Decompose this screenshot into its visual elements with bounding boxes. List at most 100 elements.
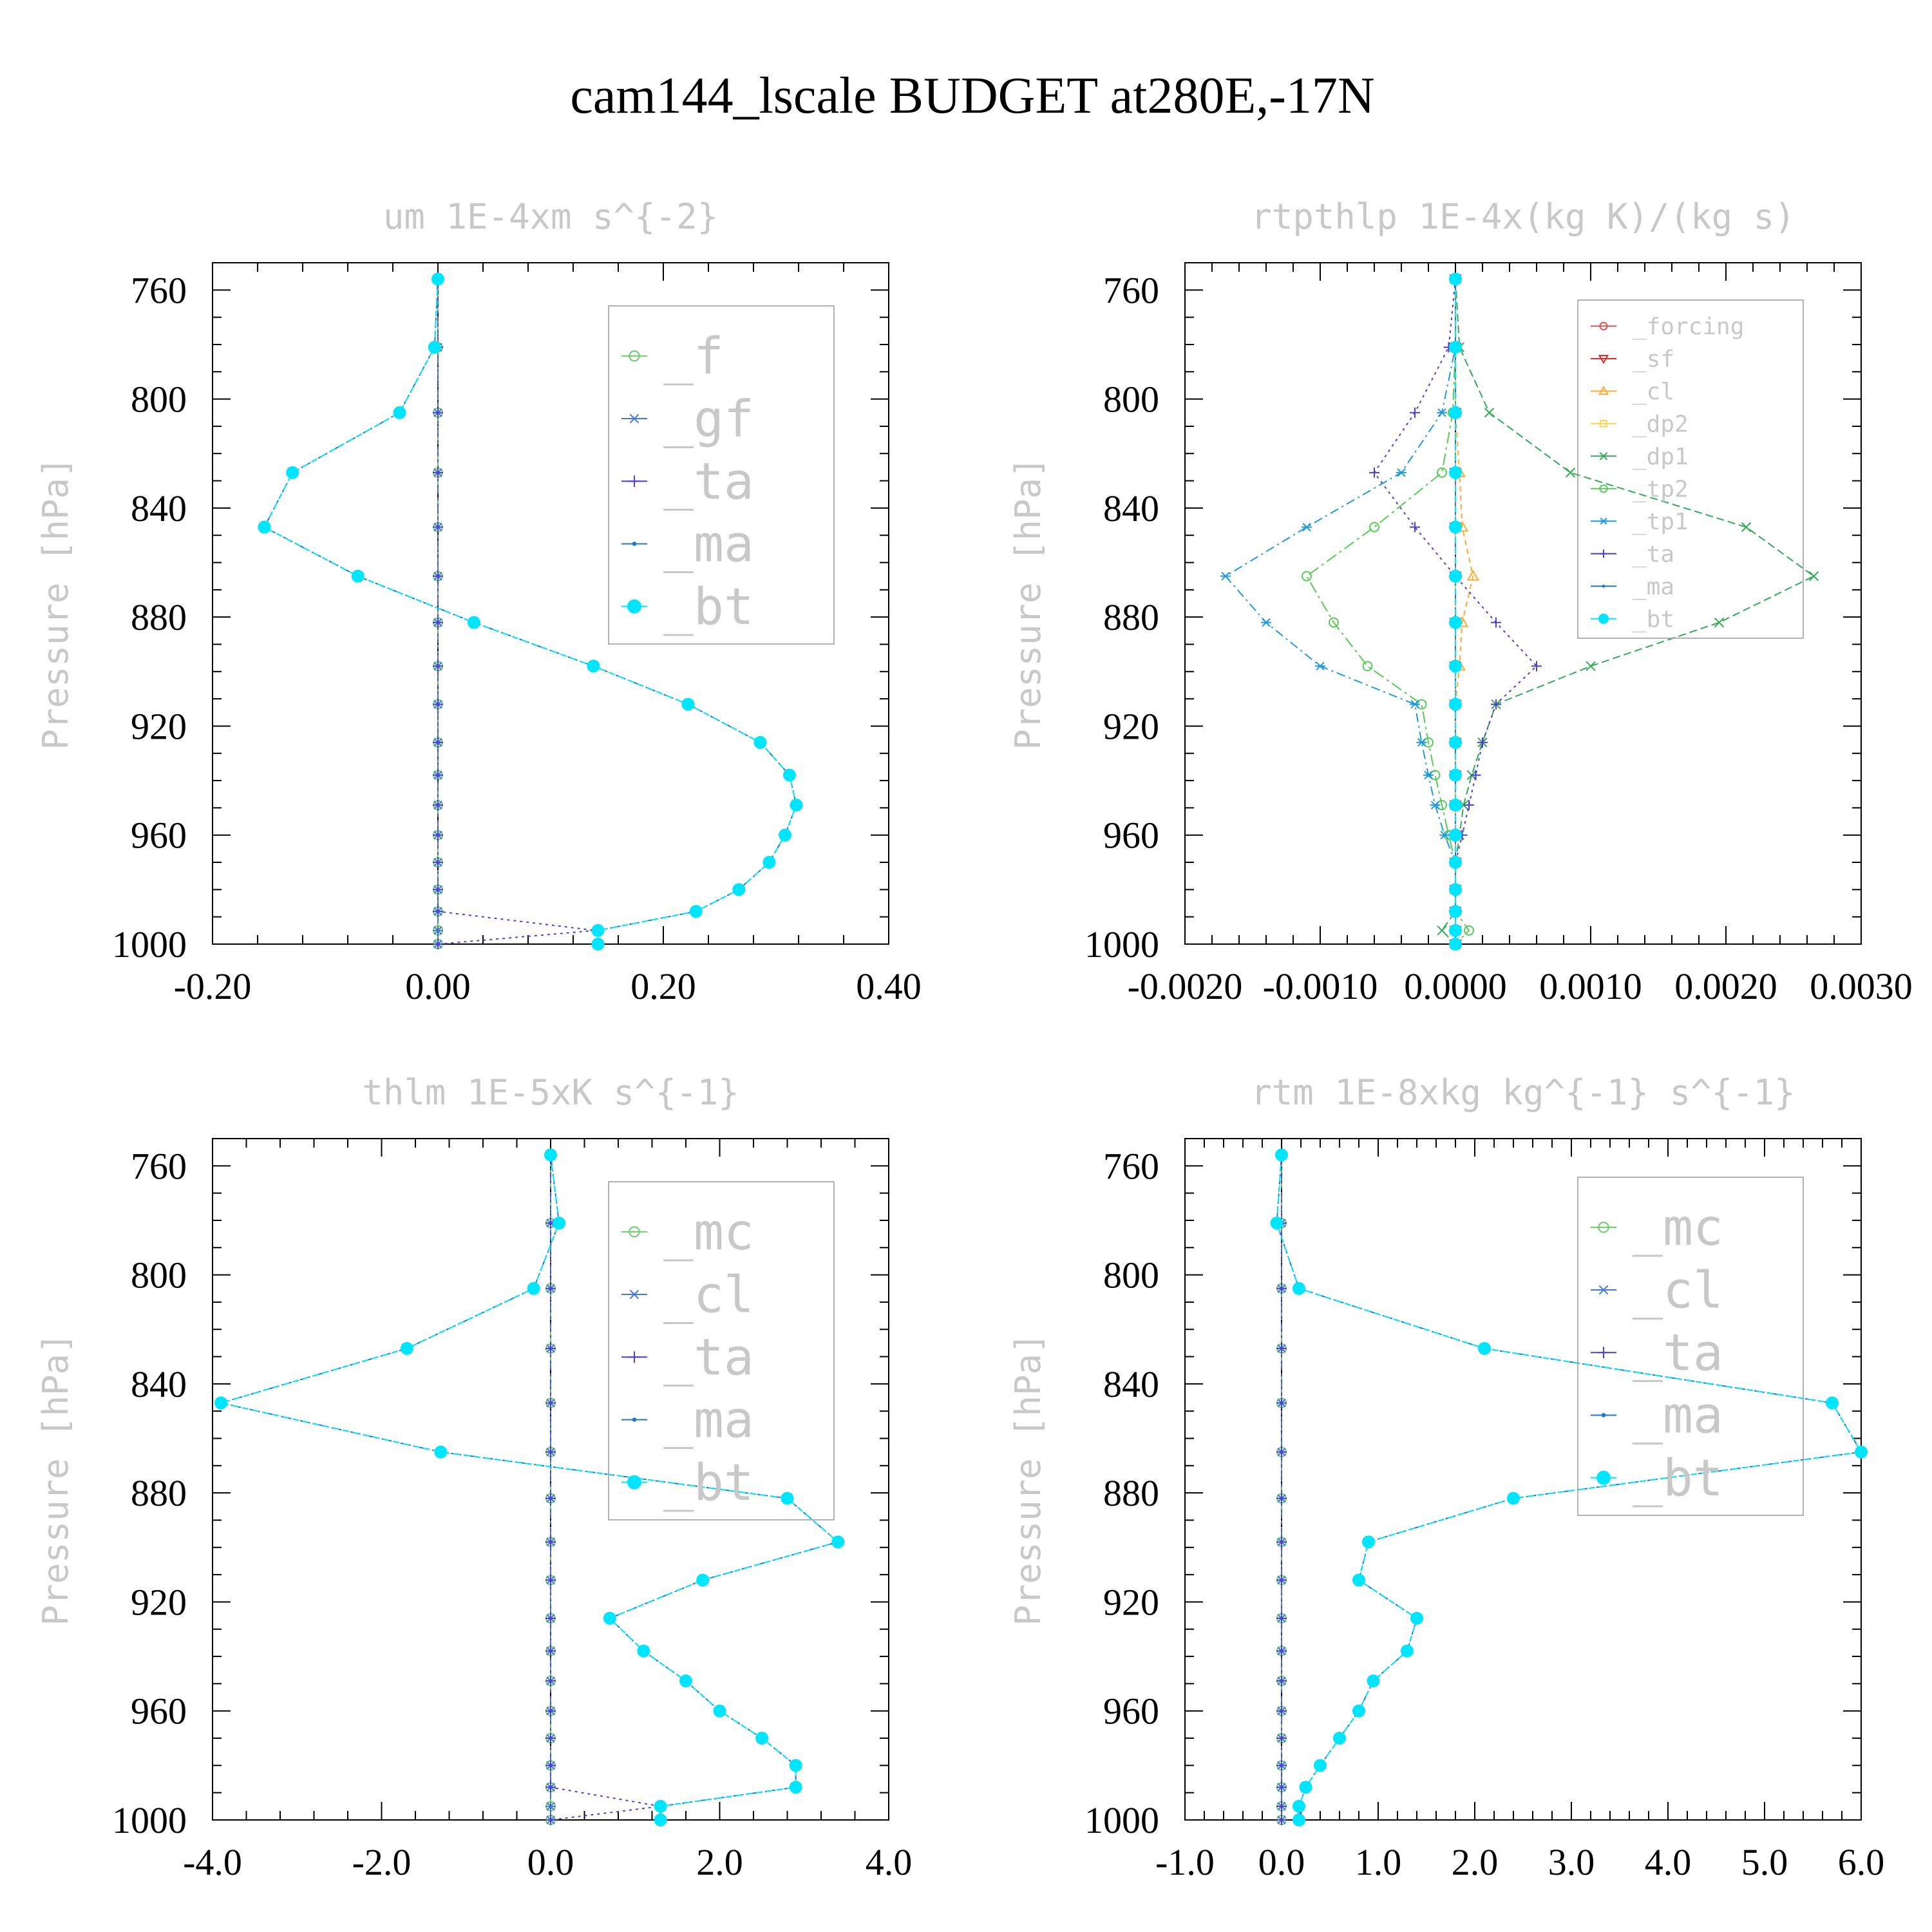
legend-label: _sf [1633, 346, 1674, 372]
data-point-tp1 [1430, 800, 1441, 810]
legend-marker-ma [632, 542, 637, 546]
series-line-bt [263, 279, 797, 944]
data-point-ta [1276, 1760, 1287, 1771]
legend-label: _bt [663, 1454, 754, 1512]
x-tick-label: 6.0 [1838, 1841, 1885, 1883]
data-point-bt [1352, 1573, 1365, 1587]
legend-marker-sf [1598, 355, 1609, 365]
data-point-bt [1333, 1732, 1346, 1745]
legend-box [1577, 1177, 1804, 1516]
legend-box [608, 1181, 835, 1520]
legend-marker-cl [1598, 385, 1609, 395]
y-tick-label: 840 [131, 488, 187, 529]
panel-3: thlm 1E-5xK s^{-1} Pressure [hPa] 760 800 84… [35, 1072, 912, 1883]
y-tick-label: 1000 [1084, 1799, 1159, 1841]
legend-marker-ta [1598, 1347, 1609, 1359]
data-point-bt [1293, 1814, 1305, 1826]
legend-marker-cl [1598, 1285, 1609, 1295]
data-point-tp1 [1439, 831, 1450, 840]
data-point-bt [1449, 735, 1462, 749]
data-point-ta [1470, 770, 1481, 781]
data-point-ta [545, 1733, 556, 1744]
plot-frame [1184, 262, 1862, 945]
y-tick-label: 1000 [112, 1799, 187, 1841]
y-tick-label: 960 [1103, 815, 1159, 857]
data-point-bt [1507, 1492, 1520, 1505]
data-point-bt [553, 1217, 566, 1230]
data-point-bt [544, 1148, 557, 1162]
data-point-tp2 [1464, 925, 1474, 936]
data-point-dp1 [1808, 571, 1819, 582]
legend-marker-dp1 [1599, 452, 1608, 460]
data-point-ta [545, 1283, 556, 1294]
data-point-bt [1293, 1282, 1305, 1295]
y-axis-label: Pressure [hPa] [35, 457, 76, 750]
data-point-bt [1314, 1759, 1327, 1772]
plot-frame [212, 262, 889, 945]
x-tick-label: 2.0 [696, 1841, 743, 1883]
data-point-tp1 [1396, 468, 1406, 477]
x-tick-label: 4.0 [1645, 1841, 1692, 1883]
data-point-ta [545, 1676, 556, 1687]
panel-1: um 1E-4xm s^{-2} Pressure [hPa] 760 800 840 8… [35, 196, 922, 1007]
data-point-bt [431, 272, 444, 286]
data-point-bt [696, 1573, 710, 1587]
data-point-bt [753, 735, 767, 749]
data-point-ta [545, 1705, 556, 1716]
data-point-bt [1449, 659, 1462, 673]
data-point-bt [434, 1445, 448, 1459]
data-point-bt [393, 406, 406, 419]
legend-label: _ma [663, 1392, 754, 1450]
data-point-ta [433, 571, 443, 582]
data-point-tp1 [1220, 571, 1231, 581]
data-point-dp1 [1586, 661, 1596, 672]
data-point-bt [1449, 923, 1462, 937]
panel-title: thlm 1E-5xK s^{-1} [362, 1072, 739, 1113]
data-point-bt [1449, 883, 1462, 896]
data-point-cl [1466, 569, 1480, 581]
data-point-ta [545, 1446, 556, 1457]
y-tick-label: 760 [1103, 1145, 1159, 1187]
data-point-bt [713, 1704, 726, 1718]
data-point-bt [1352, 1704, 1365, 1718]
data-point-ta [1477, 737, 1488, 748]
data-point-bt [1449, 828, 1462, 842]
data-point-dp1 [1714, 617, 1725, 628]
figure-title: cam144_lscale BUDGET at280E,-17N [570, 68, 1374, 124]
data-point-dp1 [1484, 408, 1495, 418]
data-point-bt [258, 520, 271, 534]
data-point-bt [637, 1644, 650, 1658]
y-tick-label: 840 [1103, 488, 1159, 529]
data-point-ta [433, 467, 443, 478]
data-point-bt [1299, 1781, 1312, 1794]
panel-4: rtm 1E-8xkg kg^{-1} s^{-1} Pressure [hPa]… [1008, 1072, 1884, 1883]
y-tick-label: 920 [1103, 1581, 1159, 1623]
y-axis-label: Pressure [hPa] [1008, 1332, 1048, 1625]
data-point-ta [433, 770, 443, 781]
y-tick-label: 800 [131, 1255, 187, 1296]
data-point-bt [679, 1674, 692, 1688]
data-point-ta [1276, 1801, 1287, 1812]
legend-marker-forcing [1599, 321, 1608, 330]
data-point-bt [1362, 1535, 1375, 1549]
data-point-ta [1276, 1446, 1287, 1457]
x-tick-label: 0.0010 [1539, 965, 1642, 1007]
data-point-bt [1449, 856, 1462, 869]
legend-marker-dp2 [1600, 420, 1607, 428]
y-tick-label: 960 [131, 1690, 187, 1732]
data-point-bt [527, 1282, 540, 1295]
data-point-dp1 [1437, 925, 1447, 936]
data-point-bt [587, 659, 600, 673]
data-point-tp2 [1369, 522, 1379, 533]
data-point-bt [654, 1814, 667, 1826]
legend-label: _cl [1633, 1262, 1723, 1320]
y-tick-label: 880 [1103, 596, 1159, 638]
data-point-tp2 [1362, 661, 1373, 672]
data-point-bt [732, 883, 746, 896]
legend-marker-ta [1599, 549, 1608, 558]
data-point-bt [755, 1732, 769, 1745]
legend-marker-ma [1601, 1413, 1606, 1417]
data-point-bt [1449, 569, 1462, 583]
legend-marker-bt [1596, 1470, 1611, 1485]
panel-title: um 1E-4xm s^{-2} [383, 196, 718, 237]
